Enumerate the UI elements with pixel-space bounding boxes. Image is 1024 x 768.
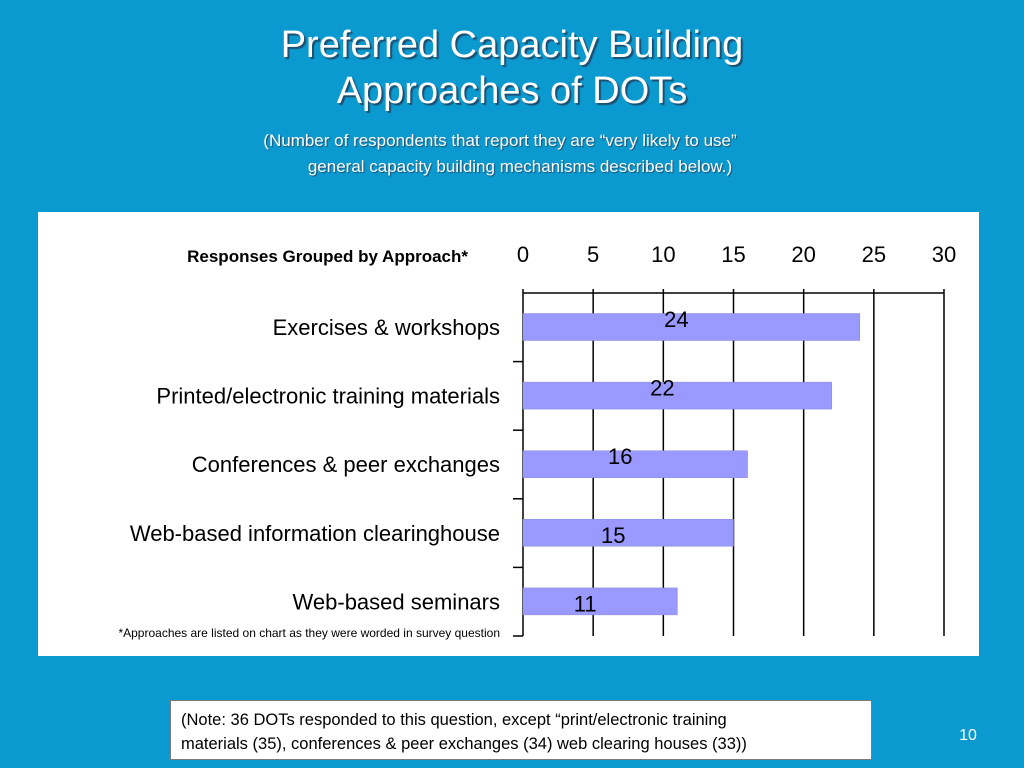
category-label: Exercises & workshops <box>273 315 500 340</box>
chart-panel: 0 5 10 15 20 25 30 Responses Grouped by Approac… <box>38 212 979 656</box>
data-label: 24 <box>664 307 688 332</box>
title-line-1: Preferred Capacity Building <box>280 24 744 66</box>
chart-footnote: *Approaches are listed on chart as they … <box>118 626 500 640</box>
bar <box>522 587 678 616</box>
title-line-2: Approaches of DOTs <box>336 70 688 112</box>
data-label: 11 <box>574 591 597 616</box>
slide-subtitle: (Number of respondents that report they … <box>0 128 1000 180</box>
bar <box>522 450 748 478</box>
category-label: Conferences & peer exchanges <box>192 452 500 477</box>
x-tick-label: 20 <box>791 242 815 267</box>
x-tick-label: 5 <box>587 242 599 267</box>
bar-chart: 0 5 10 15 20 25 30 Responses Grouped by Approac… <box>118 242 956 640</box>
data-label: 22 <box>650 376 674 401</box>
x-tick-label: 0 <box>517 242 529 267</box>
category-label: Printed/electronic training materials <box>156 384 500 409</box>
subtitle-line-2: general capacity building mechanisms des… <box>307 157 733 176</box>
chart-header: Responses Grouped by Approach* <box>187 247 468 266</box>
x-tick-label: 30 <box>932 242 956 267</box>
bar <box>522 313 861 341</box>
data-label: 16 <box>608 444 632 469</box>
slide-title: Preferred Capacity Building Approaches o… <box>0 22 1024 114</box>
note-box: (Note: 36 DOTs responded to this questio… <box>170 700 872 760</box>
bar <box>522 381 832 410</box>
subtitle-line-1: (Number of respondents that report they … <box>263 131 737 150</box>
bar <box>522 519 734 547</box>
note-line-2: materials (35), conferences & peer excha… <box>181 735 747 753</box>
note-line-1: (Note: 36 DOTs responded to this questio… <box>181 711 727 729</box>
category-label: Web-based seminars <box>293 589 500 614</box>
category-label: Web-based information clearinghouse <box>130 521 500 546</box>
x-tick-label: 25 <box>862 242 886 267</box>
page-number: 10 <box>959 727 977 744</box>
data-label: 15 <box>601 523 625 548</box>
x-tick-label: 15 <box>721 242 745 267</box>
x-tick-label: 10 <box>651 242 675 267</box>
